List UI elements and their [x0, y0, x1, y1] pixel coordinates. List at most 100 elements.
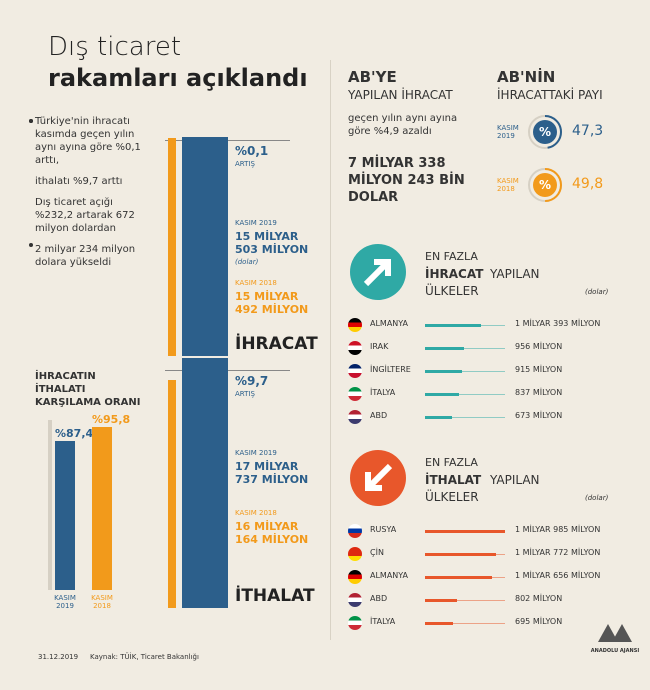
eu-title: AB'YE — [348, 68, 397, 86]
country: RUSYA — [370, 525, 397, 534]
bullet-text: ithalatı %9,7 arttı — [35, 176, 123, 187]
title: rakamları açıklandı — [48, 64, 308, 92]
ring-icon: % — [539, 125, 551, 139]
bar-current — [182, 137, 228, 356]
change: %0,1 — [235, 144, 269, 158]
unit: (dolar) — [235, 258, 259, 266]
list-title: YAPILAN — [490, 267, 540, 281]
logo: ANADOLU AJANSI — [591, 624, 640, 654]
share-title: İHRACATTAKİ PAYI — [497, 88, 603, 102]
country: ALMANYA — [370, 319, 409, 328]
arrow-icon — [350, 244, 406, 300]
list-title: YAPILAN — [490, 473, 540, 487]
coverage-guide — [48, 420, 52, 590]
country-value: 802 MİLYON — [515, 594, 563, 603]
country: İNGİLTERE — [370, 365, 411, 374]
ring: % — [528, 115, 562, 149]
previous-label: KASIM 2018 — [235, 509, 277, 517]
current-label: KASIM 2019 — [235, 219, 277, 227]
coverage-value: %95,8 — [92, 413, 131, 427]
list-unit: (dolar) — [585, 494, 609, 502]
coverage-bar — [92, 427, 112, 590]
ring-value — [528, 168, 562, 202]
bar-track — [425, 600, 505, 601]
country-value: 915 MİLYON — [515, 365, 563, 374]
list-title: ÜLKELER — [425, 490, 479, 504]
ring-core — [533, 173, 557, 197]
country-bar — [425, 416, 453, 419]
share-label: KASIM 2019 — [497, 124, 519, 140]
ring-core — [533, 120, 557, 144]
previous-label: KASIM 2018 — [235, 279, 277, 287]
flag — [348, 593, 362, 607]
coverage-title: İHRACATIN İTHALATI KARŞILAMA ORANI — [35, 371, 141, 408]
share-label: KASIM 2018 — [497, 177, 519, 193]
eu-title: YAPILAN İHRACAT — [348, 88, 453, 102]
current-value: 17 MİLYAR 737 MİLYON — [235, 460, 309, 486]
share-value: 47,3 — [572, 123, 604, 139]
icon-arrow — [365, 463, 393, 491]
bar-current — [182, 358, 228, 608]
bullet-text: 2 milyar 234 milyon dolara yükseldi — [35, 244, 136, 268]
country: IRAK — [370, 342, 389, 351]
list-title: ÜLKELER — [425, 284, 479, 298]
bar-track — [425, 371, 505, 372]
list-title-bold: İHRACAT — [425, 267, 484, 281]
country: İTALYA — [370, 388, 396, 397]
country: İTALYA — [370, 617, 396, 626]
previous-value: 16 MİLYAR 164 MİLYON — [235, 520, 309, 546]
country-bar — [425, 324, 482, 327]
title: Dış ticaret — [48, 32, 182, 62]
country-value: 1 MİLYAR 772 MİLYON — [515, 548, 601, 557]
country-value: 1 MİLYAR 985 MİLYON — [515, 525, 601, 534]
country: ÇİN — [370, 548, 384, 557]
list-unit: (dolar) — [585, 288, 609, 296]
country: ABD — [370, 594, 388, 603]
flag — [348, 364, 362, 378]
country-value: 1 MİLYAR 393 MİLYON — [515, 319, 601, 328]
country-bar — [425, 393, 459, 396]
flag — [348, 410, 362, 424]
country-value: 695 MİLYON — [515, 617, 563, 626]
bullet-dot — [29, 243, 33, 247]
eu-note: geçen yılın aynı ayına göre %4,9 azaldı — [348, 113, 458, 137]
country-bar — [425, 622, 453, 625]
bar-track — [425, 623, 505, 624]
share-value: 49,8 — [572, 176, 604, 192]
coverage-label: KASIM 2019 — [54, 594, 76, 610]
eu-amount: 7 MİLYAR 338 MİLYON 243 BİN DOLAR — [348, 156, 465, 205]
change-label: ARTIŞ — [235, 160, 255, 168]
date: 31.12.2019 — [38, 653, 79, 661]
logo-text: ANADOLU AJANSI — [591, 648, 640, 654]
section-name: İTHALAT — [235, 586, 315, 606]
flag — [348, 318, 362, 332]
section-name: İHRACAT — [235, 334, 318, 354]
country-bar — [425, 370, 462, 373]
flag — [348, 387, 362, 401]
country-bar — [425, 347, 464, 350]
arrow-icon — [350, 450, 406, 506]
current-label: KASIM 2019 — [235, 449, 277, 457]
flag — [348, 547, 362, 561]
country-bar — [425, 530, 505, 533]
list-title-bold: İTHALAT — [425, 473, 482, 487]
country-value: 837 MİLYON — [515, 388, 563, 397]
flag — [348, 341, 362, 355]
flag — [348, 616, 362, 630]
ring: % — [528, 168, 562, 202]
share-title: AB'NİN — [497, 68, 556, 86]
bar-track — [425, 417, 505, 418]
country-bar — [425, 599, 458, 602]
bar-previous — [168, 137, 176, 356]
change: %9,7 — [235, 374, 269, 388]
flag — [348, 570, 362, 584]
list-title: EN FAZLA — [425, 250, 478, 263]
coverage-label: KASIM 2018 — [91, 594, 113, 610]
coverage-bar — [55, 441, 75, 590]
country-bar — [425, 576, 492, 579]
country-value: 673 MİLYON — [515, 411, 563, 420]
list-title: EN FAZLA — [425, 456, 478, 469]
previous-value: 15 MİLYAR 492 MİLYON — [235, 290, 309, 316]
country: ABD — [370, 411, 388, 420]
